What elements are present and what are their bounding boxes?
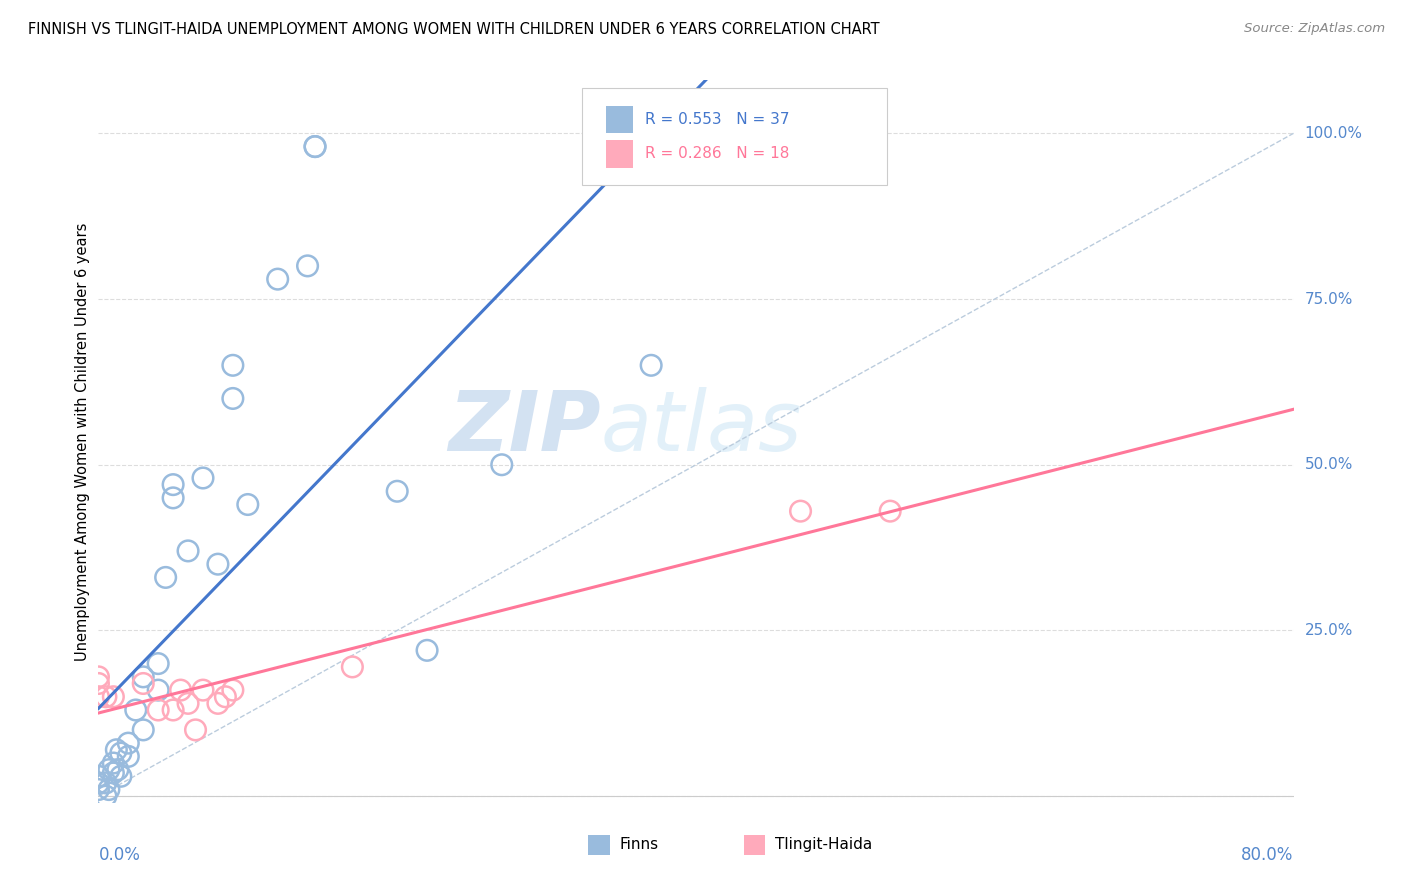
Bar (606, 105, 633, 133)
Text: 0.0%: 0.0% (98, 847, 141, 864)
FancyBboxPatch shape (582, 87, 887, 185)
Text: 100.0%: 100.0% (1305, 126, 1362, 141)
Point (97, 782, 120, 797)
Point (385, 484, 409, 499)
Point (416, 643, 439, 657)
Point (105, 743, 128, 757)
Text: 75.0%: 75.0% (1305, 292, 1353, 307)
Point (304, 139, 326, 153)
Y-axis label: Unemployment Among Women with Children Under 6 years: Unemployment Among Women with Children U… (75, 222, 90, 661)
Point (162, 703, 184, 717)
Point (162, 477, 184, 491)
Point (148, 657, 170, 671)
Point (103, 766, 125, 780)
Point (191, 683, 214, 698)
Point (110, 746, 132, 760)
Text: ZIP: ZIP (447, 386, 600, 467)
Point (214, 690, 236, 704)
Point (110, 769, 132, 783)
Point (117, 749, 139, 764)
Point (107, 763, 129, 777)
Point (222, 392, 245, 406)
Point (640, 359, 662, 373)
Text: FINNISH VS TLINGIT-HAIDA UNEMPLOYMENT AMONG WOMEN WITH CHILDREN UNDER 6 YEARS CO: FINNISH VS TLINGIT-HAIDA UNEMPLOYMENT AM… (28, 22, 880, 37)
Point (304, 139, 326, 153)
Text: Finns: Finns (620, 838, 658, 852)
Point (94, 789, 117, 804)
Text: 80.0%: 80.0% (1241, 847, 1294, 864)
Point (132, 676, 155, 690)
Point (177, 697, 200, 711)
Point (94, 776, 117, 790)
Point (162, 491, 184, 505)
Point (148, 703, 170, 717)
Point (222, 683, 245, 698)
Text: 50.0%: 50.0% (1305, 458, 1353, 472)
Point (191, 471, 214, 485)
Point (87, 776, 110, 790)
Text: R = 0.553   N = 37: R = 0.553 N = 37 (644, 112, 789, 127)
Point (87, 769, 110, 783)
Point (103, 756, 125, 770)
Point (155, 570, 177, 584)
Text: 25.0%: 25.0% (1305, 623, 1353, 638)
Point (87, 676, 110, 690)
Point (117, 736, 139, 750)
Point (297, 259, 319, 273)
Point (103, 690, 125, 704)
Bar (606, 140, 633, 168)
Bar (589, 835, 610, 855)
Bar (744, 835, 765, 855)
Point (184, 723, 207, 737)
Point (169, 683, 191, 698)
Point (87, 690, 110, 704)
Point (87, 670, 110, 684)
Point (97, 763, 120, 777)
Point (125, 703, 148, 717)
Point (94, 690, 117, 704)
Point (207, 697, 229, 711)
Text: Source: ZipAtlas.com: Source: ZipAtlas.com (1244, 22, 1385, 36)
Text: Tlingit-Haida: Tlingit-Haida (775, 838, 872, 852)
Text: R = 0.286   N = 18: R = 0.286 N = 18 (644, 146, 789, 161)
Point (207, 557, 229, 571)
Point (222, 359, 245, 373)
Point (148, 683, 170, 698)
Point (342, 660, 364, 674)
Text: atlas: atlas (600, 386, 801, 467)
Point (87, 782, 110, 797)
Point (789, 504, 811, 518)
Point (177, 544, 200, 558)
Point (132, 723, 155, 737)
Point (132, 670, 155, 684)
Point (267, 272, 290, 286)
Point (879, 504, 901, 518)
Point (491, 458, 513, 472)
Point (236, 498, 259, 512)
